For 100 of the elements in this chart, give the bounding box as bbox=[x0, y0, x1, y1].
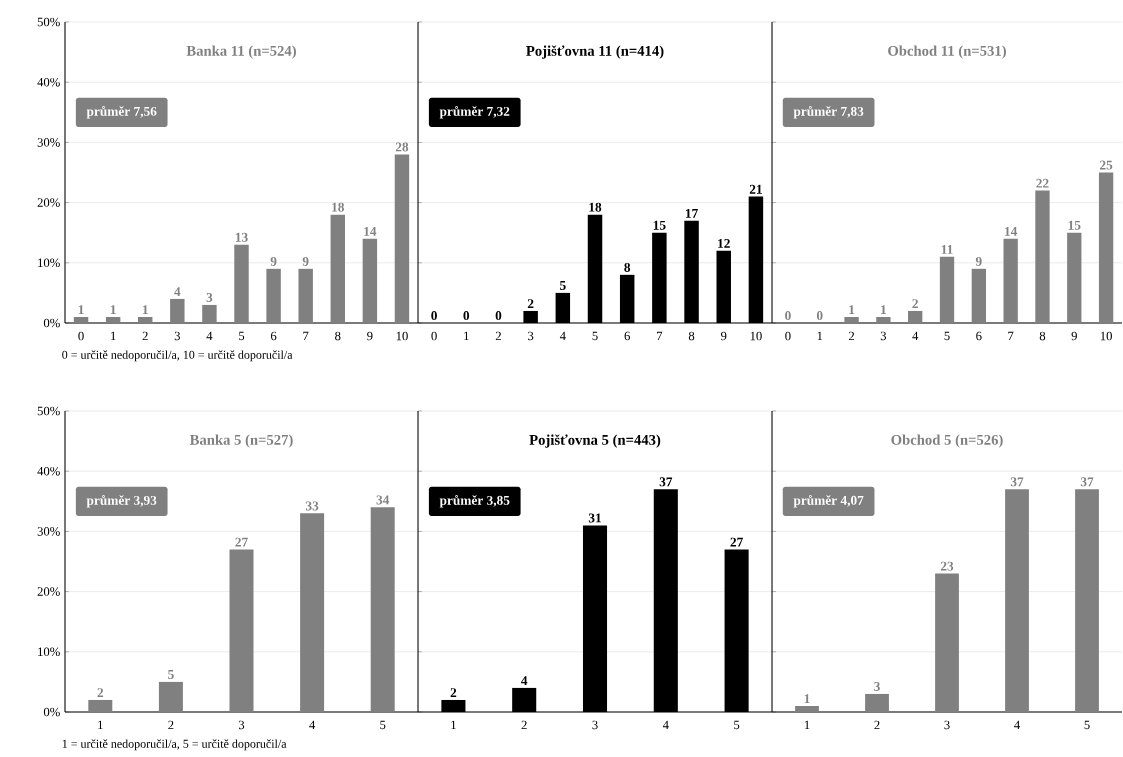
data-label: 22 bbox=[1036, 178, 1049, 188]
text: Banka 5 (n=527) bbox=[189, 434, 293, 448]
y-tick-label: 20% bbox=[37, 587, 60, 596]
data-label: 0 bbox=[463, 311, 470, 321]
x-tick-label: 3 bbox=[944, 720, 950, 730]
x-tick-label: 8 bbox=[688, 331, 695, 341]
bar bbox=[1035, 190, 1050, 323]
x-tick-label: 2 bbox=[521, 720, 527, 730]
y-tick-label: 0% bbox=[43, 318, 60, 328]
bar bbox=[1075, 489, 1099, 712]
y-tick-label: 30% bbox=[37, 138, 60, 147]
annotation: průměr 7,83 bbox=[793, 106, 864, 119]
y-tick-label: 0% bbox=[43, 707, 60, 717]
data-label: 4 bbox=[174, 287, 181, 296]
x-tick-label: 9 bbox=[367, 331, 373, 341]
y-tick-label: 30% bbox=[37, 527, 60, 536]
data-label: 3 bbox=[874, 682, 880, 691]
data-label: 14 bbox=[364, 226, 377, 236]
x-tick-label: 0 bbox=[785, 331, 791, 341]
annotation: průměr 3,93 bbox=[86, 495, 157, 508]
bar bbox=[865, 693, 889, 712]
bar bbox=[370, 507, 395, 712]
x-tick-label: 9 bbox=[720, 331, 727, 341]
x-tick-label: 4 bbox=[559, 331, 566, 341]
x-tick-label: 5 bbox=[1084, 720, 1090, 730]
data-label: 33 bbox=[305, 501, 319, 511]
annotation: průměr 7,32 bbox=[439, 106, 510, 119]
x-tick-label: 1 bbox=[804, 720, 810, 730]
data-label: 2 bbox=[97, 688, 104, 698]
data-label: 0 bbox=[431, 311, 437, 321]
data-label: 21 bbox=[749, 184, 762, 194]
y-tick-label: 50% bbox=[37, 406, 60, 416]
bar bbox=[795, 705, 819, 712]
bar bbox=[298, 268, 313, 323]
bar bbox=[234, 244, 249, 323]
bar bbox=[939, 256, 955, 323]
data-label: 1 bbox=[110, 305, 116, 315]
text: Obchod 5 (n=526) bbox=[891, 434, 1003, 448]
bar bbox=[158, 681, 183, 712]
x-tick-label: 4 bbox=[1014, 720, 1020, 730]
text: Banka 11 (n=524) bbox=[186, 45, 296, 59]
data-label: 1 bbox=[849, 305, 855, 315]
x-tick-label: 2 bbox=[874, 720, 880, 730]
text: 1 = určitě nedoporučil/a, 5 = určitě doporučil/a bbox=[62, 739, 287, 751]
x-tick-label: 4 bbox=[662, 720, 669, 730]
x-tick-label: 2 bbox=[142, 331, 148, 341]
data-label: 2 bbox=[450, 688, 457, 698]
x-tick-label: 3 bbox=[238, 720, 245, 730]
x-tick-label: 4 bbox=[206, 331, 213, 341]
data-label: 37 bbox=[659, 477, 673, 487]
bar bbox=[971, 268, 986, 323]
bar bbox=[266, 268, 281, 323]
bar bbox=[170, 298, 185, 323]
data-label: 15 bbox=[1068, 220, 1081, 230]
x-tick-label: 5 bbox=[944, 331, 950, 341]
y-tick-label: 40% bbox=[37, 466, 60, 476]
x-tick-label: 7 bbox=[303, 331, 309, 340]
data-label: 18 bbox=[332, 202, 345, 212]
bar bbox=[935, 573, 959, 712]
bar bbox=[330, 214, 345, 323]
text: 0 = určitě nedoporučil/a, 10 = určitě doporučil/a bbox=[62, 350, 293, 362]
x-tick-label: 5 bbox=[734, 720, 740, 730]
data-label: 0 bbox=[816, 311, 823, 321]
bar bbox=[844, 316, 859, 323]
data-label: 1 bbox=[142, 305, 148, 315]
bar bbox=[202, 304, 217, 323]
x-tick-label: 4 bbox=[309, 720, 316, 730]
data-label: 9 bbox=[302, 256, 309, 266]
x-tick-label: 0 bbox=[431, 331, 437, 341]
bar bbox=[300, 513, 325, 712]
x-tick-label: 7 bbox=[657, 331, 663, 340]
data-label: 37 bbox=[1010, 477, 1024, 487]
data-label: 31 bbox=[588, 513, 601, 523]
y-tick-label: 10% bbox=[38, 258, 60, 268]
data-label: 4 bbox=[521, 676, 528, 685]
x-tick-label: 6 bbox=[976, 331, 982, 341]
x-tick-label: 8 bbox=[1039, 331, 1046, 341]
data-label: 9 bbox=[270, 256, 277, 266]
x-tick-label: 3 bbox=[592, 720, 598, 730]
bar bbox=[1067, 232, 1082, 323]
bar bbox=[229, 549, 254, 712]
x-tick-label: 1 bbox=[451, 720, 456, 730]
x-tick-label: 1 bbox=[464, 331, 469, 341]
data-label: 0 bbox=[785, 311, 791, 321]
data-label: 34 bbox=[376, 495, 390, 505]
x-tick-label: 0 bbox=[78, 331, 84, 341]
data-label: 37 bbox=[1080, 477, 1094, 487]
x-tick-label: 7 bbox=[1008, 331, 1014, 340]
bar bbox=[394, 154, 410, 323]
text: Obchod 11 (n=531) bbox=[888, 45, 1006, 59]
x-tick-label: 4 bbox=[912, 331, 919, 341]
x-tick-label: 3 bbox=[174, 331, 180, 341]
data-label: 5 bbox=[168, 670, 174, 679]
x-tick-label: 3 bbox=[528, 331, 534, 341]
bar bbox=[362, 238, 378, 323]
x-tick-label: 10 bbox=[396, 331, 408, 341]
data-label: 25 bbox=[1100, 160, 1113, 170]
data-label: 15 bbox=[653, 220, 666, 230]
x-tick-label: 5 bbox=[592, 331, 598, 341]
x-tick-label: 1 bbox=[111, 331, 116, 341]
